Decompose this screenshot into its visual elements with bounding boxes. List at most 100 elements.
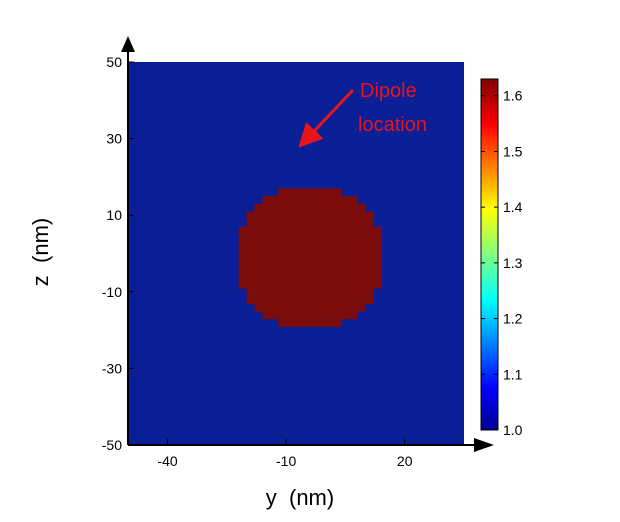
particle-cell bbox=[238, 264, 248, 274]
particle-cell bbox=[325, 287, 335, 297]
particle-cell bbox=[341, 211, 350, 220]
particle-cell bbox=[254, 287, 263, 297]
particle-cell bbox=[270, 234, 279, 243]
particle-cell bbox=[325, 310, 335, 320]
dipole-annotation: Dipole location bbox=[298, 80, 427, 148]
particle-cell bbox=[333, 249, 343, 258]
particle-cell bbox=[254, 264, 263, 274]
particle-cell bbox=[325, 249, 335, 258]
particle-cell bbox=[286, 264, 295, 274]
particle-cell bbox=[301, 211, 311, 220]
particle-cell bbox=[333, 196, 343, 205]
particle-cell bbox=[301, 249, 311, 258]
particle-cell bbox=[365, 287, 374, 297]
particle-cell bbox=[294, 318, 303, 327]
colorbar-tick-label: 1.1 bbox=[503, 366, 523, 382]
particle-cell bbox=[238, 234, 248, 243]
colorbar-tick-label: 1.3 bbox=[503, 255, 523, 271]
particle-cell bbox=[309, 211, 319, 220]
particle-cell bbox=[349, 280, 358, 289]
particle-cell bbox=[294, 242, 303, 251]
particle-cell bbox=[341, 303, 350, 312]
particle-cell bbox=[333, 219, 343, 228]
particle-cell bbox=[317, 272, 327, 281]
particle-cell bbox=[238, 242, 248, 251]
particle-cell bbox=[317, 257, 327, 266]
particle-cell bbox=[341, 264, 350, 274]
particle-cell bbox=[238, 257, 248, 266]
particle-cell bbox=[286, 303, 295, 312]
particle-cell bbox=[365, 280, 374, 289]
y-tick-label: -50 bbox=[102, 437, 122, 453]
particle-cell bbox=[278, 249, 287, 258]
particle-cell bbox=[365, 211, 374, 220]
particle-cell bbox=[325, 303, 335, 312]
colorbar-tick-label: 1.4 bbox=[503, 199, 523, 215]
particle-cell bbox=[278, 303, 287, 312]
particle-cell bbox=[357, 295, 366, 304]
particle-cell bbox=[309, 188, 319, 197]
particle-cell bbox=[301, 188, 311, 197]
particle-cell bbox=[278, 211, 287, 220]
particle-cell bbox=[270, 226, 279, 235]
particle-cell bbox=[357, 272, 366, 281]
particle-cell bbox=[238, 226, 248, 235]
particle-cell bbox=[365, 219, 374, 228]
particle-cell bbox=[309, 257, 319, 266]
colorbar bbox=[480, 78, 499, 431]
particle-cell bbox=[325, 272, 335, 281]
particle-cell bbox=[373, 280, 382, 289]
x-axis-arrow bbox=[474, 438, 494, 452]
particle-cell bbox=[357, 211, 366, 220]
particle-cell bbox=[278, 310, 287, 320]
particle-cell bbox=[333, 280, 343, 289]
particle-cell bbox=[278, 196, 287, 205]
y-tick-label: 50 bbox=[106, 54, 122, 70]
particle-cell bbox=[365, 242, 374, 251]
particle-cell bbox=[301, 203, 311, 212]
particle-cell bbox=[278, 203, 287, 212]
particle-cell bbox=[246, 242, 256, 251]
particle-cell bbox=[254, 295, 263, 304]
particle-cell bbox=[349, 226, 358, 235]
particle-cell bbox=[270, 303, 279, 312]
particle-cell bbox=[254, 242, 263, 251]
particle-cell bbox=[341, 203, 350, 212]
particle-cell bbox=[286, 272, 295, 281]
y-tick-label: 10 bbox=[106, 207, 122, 223]
particle-cell bbox=[349, 303, 358, 312]
particle-cell bbox=[357, 287, 366, 297]
particle-cell bbox=[309, 280, 319, 289]
particle-cell bbox=[262, 280, 271, 289]
particle-cell bbox=[357, 242, 366, 251]
particle-cell bbox=[325, 264, 335, 274]
particle-cell bbox=[365, 264, 374, 274]
particle-cell bbox=[325, 234, 335, 243]
particle-cell bbox=[333, 257, 343, 266]
particle-cell bbox=[270, 242, 279, 251]
particle-cell bbox=[246, 280, 256, 289]
particle-cell bbox=[317, 211, 327, 220]
particle-cell bbox=[301, 219, 311, 228]
particle-cell bbox=[294, 264, 303, 274]
particle-cell bbox=[333, 272, 343, 281]
particle-cell bbox=[294, 257, 303, 266]
particle-cell bbox=[278, 234, 287, 243]
particle-cell bbox=[317, 280, 327, 289]
y-tick-label: -30 bbox=[102, 360, 122, 376]
particle-cell bbox=[286, 211, 295, 220]
particle-cell bbox=[309, 310, 319, 320]
particle-cell bbox=[270, 249, 279, 258]
particle-cell bbox=[254, 203, 263, 212]
particle-cell bbox=[317, 310, 327, 320]
particle-cell bbox=[357, 226, 366, 235]
colorbar-tick-label: 1.6 bbox=[503, 88, 523, 104]
particle-cell bbox=[341, 219, 350, 228]
particle-cell bbox=[325, 295, 335, 304]
particle-cell bbox=[294, 272, 303, 281]
particle-cell bbox=[254, 257, 263, 266]
particle-cell bbox=[341, 295, 350, 304]
particle-cell bbox=[294, 249, 303, 258]
x-tick-label: 20 bbox=[397, 453, 413, 469]
particle-cell bbox=[278, 318, 287, 327]
